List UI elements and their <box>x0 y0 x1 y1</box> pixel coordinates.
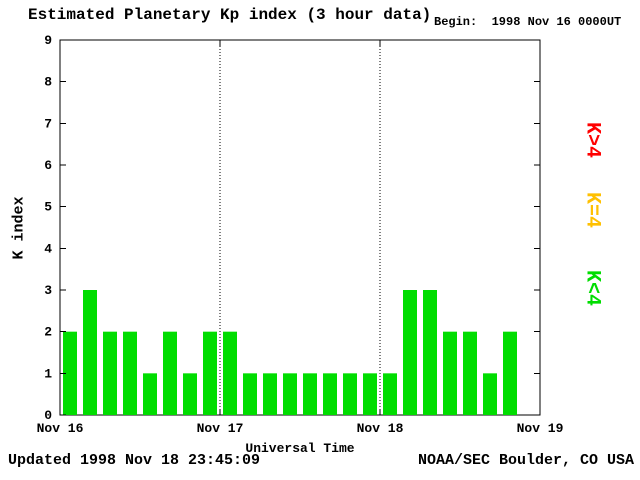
y-tick-label: 0 <box>44 408 52 423</box>
source-attribution: NOAA/SEC Boulder, CO USA <box>417 452 634 469</box>
chart-title: Estimated Planetary Kp index (3 hour dat… <box>28 6 432 24</box>
kp-bar <box>83 290 97 415</box>
kp-bar <box>143 373 157 415</box>
kp-bar <box>123 331 137 415</box>
updated-timestamp: Updated 1998 Nov 18 23:45:09 <box>8 452 261 469</box>
y-tick-label: 1 <box>44 366 52 381</box>
kp-bar <box>243 373 257 415</box>
kp-bar <box>503 331 517 415</box>
kp-bar <box>343 373 357 415</box>
kp-bar <box>263 373 277 415</box>
kp-bar <box>223 331 237 415</box>
kp-bar <box>63 331 77 415</box>
y-axis-title: K index <box>10 196 28 260</box>
kp-bar <box>183 373 197 415</box>
y-tick-label: 9 <box>44 33 52 48</box>
kp-bar <box>443 331 457 415</box>
y-tick-label: 2 <box>44 325 52 340</box>
kp-bar <box>383 373 397 415</box>
kp-bar <box>483 373 497 415</box>
kp-bar <box>163 331 177 415</box>
x-tick-label: Nov 18 <box>357 421 404 436</box>
begin-label: Begin: 1998 Nov 16 0000UT <box>434 15 622 29</box>
x-tick-label: Nov 17 <box>197 421 244 436</box>
y-tick-label: 3 <box>44 283 52 298</box>
plot-frame <box>59 39 541 416</box>
x-axis-title: Universal Time <box>245 441 355 456</box>
legend-kp-high: K>4 <box>580 121 604 159</box>
legend-kp-equal: K=4 <box>580 191 604 229</box>
kp-bar <box>203 331 217 415</box>
kp-bar <box>283 373 297 415</box>
kp-bar <box>463 331 477 415</box>
y-tick-label: 7 <box>44 116 52 131</box>
kp-bar <box>363 373 377 415</box>
kp-bar <box>403 290 417 415</box>
kp-bar <box>423 290 437 415</box>
y-tick-label: 5 <box>44 200 52 215</box>
y-tick-label: 8 <box>44 75 52 90</box>
x-tick-label: Nov 16 <box>37 421 84 436</box>
kp-bar <box>303 373 317 415</box>
kp-bar <box>323 373 337 415</box>
y-tick-label: 4 <box>44 241 52 256</box>
legend-kp-low: K<4 <box>580 269 604 307</box>
kp-bar <box>103 331 117 415</box>
x-tick-label: Nov 19 <box>517 421 564 436</box>
y-tick-label: 6 <box>44 158 52 173</box>
